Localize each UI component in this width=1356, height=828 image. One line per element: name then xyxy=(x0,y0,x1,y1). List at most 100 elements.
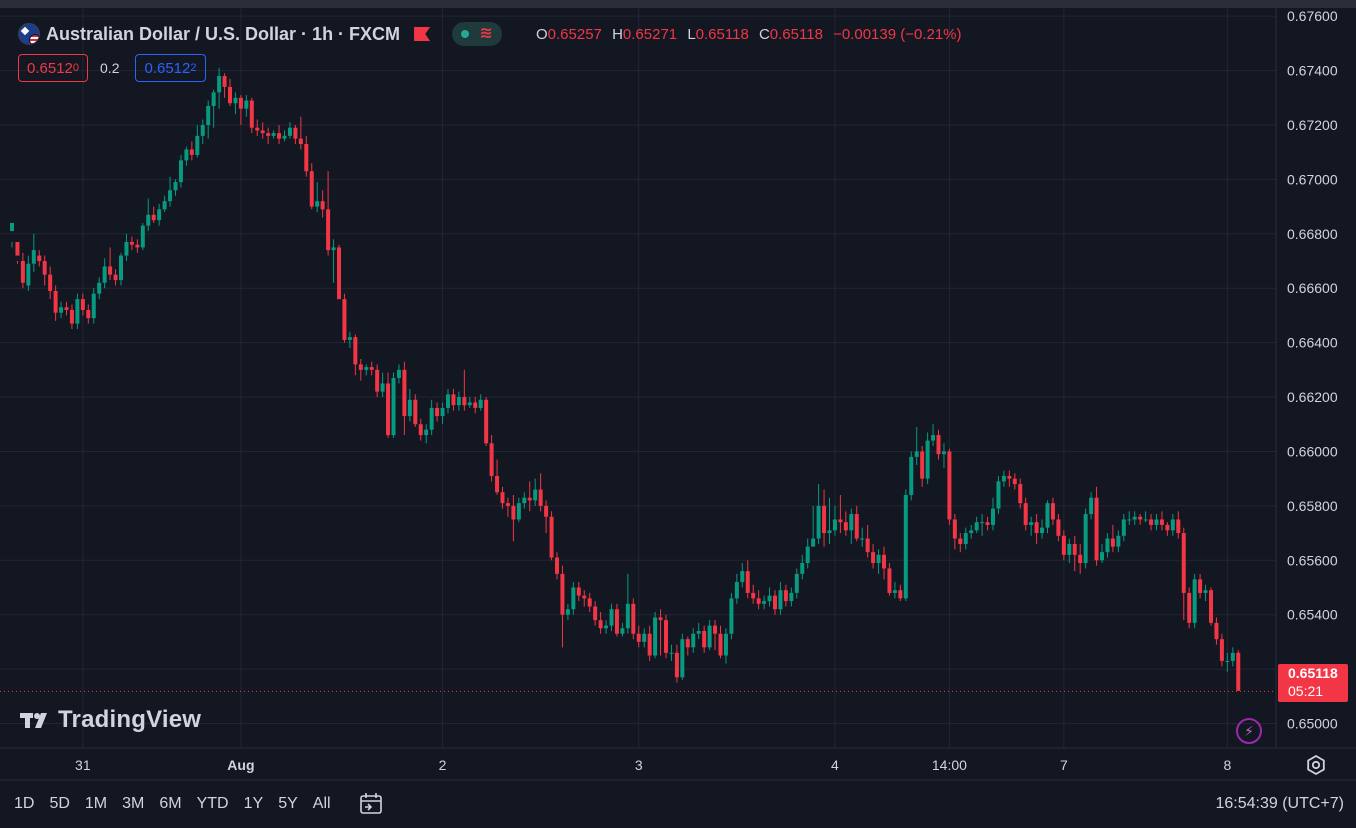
candle[interactable] xyxy=(587,592,592,612)
candle[interactable] xyxy=(598,611,603,634)
candle[interactable] xyxy=(304,135,309,177)
candle[interactable] xyxy=(20,252,25,289)
candle[interactable] xyxy=(604,620,609,634)
candle[interactable] xyxy=(576,582,581,602)
candle[interactable] xyxy=(827,497,832,544)
candle[interactable] xyxy=(664,614,668,659)
candle[interactable] xyxy=(64,301,69,316)
candle[interactable] xyxy=(691,628,696,653)
candle[interactable] xyxy=(838,494,843,534)
candle[interactable] xyxy=(958,533,963,553)
candle[interactable] xyxy=(674,644,679,683)
candle[interactable] xyxy=(462,369,467,411)
candle[interactable] xyxy=(778,582,783,615)
candle[interactable] xyxy=(298,116,303,150)
candle[interactable] xyxy=(402,361,407,436)
candle[interactable] xyxy=(407,388,412,422)
candle[interactable] xyxy=(636,625,641,648)
candle[interactable] xyxy=(783,584,788,607)
candle[interactable] xyxy=(762,595,767,610)
candle[interactable] xyxy=(135,239,140,253)
candle[interactable] xyxy=(1181,527,1186,621)
candle[interactable] xyxy=(189,141,194,161)
candle[interactable] xyxy=(1154,514,1159,531)
candle[interactable] xyxy=(527,481,532,512)
market-closed-flag-icon[interactable] xyxy=(414,27,431,41)
candle[interactable] xyxy=(631,598,636,640)
candle[interactable] xyxy=(936,429,941,460)
candle[interactable] xyxy=(751,584,756,604)
candle[interactable] xyxy=(1159,511,1164,531)
candle[interactable] xyxy=(800,554,805,580)
candle[interactable] xyxy=(996,475,1001,515)
candle[interactable] xyxy=(625,573,630,634)
candle[interactable] xyxy=(860,527,865,547)
candle[interactable] xyxy=(80,293,85,316)
candle[interactable] xyxy=(1192,573,1197,629)
candle[interactable] xyxy=(522,492,527,509)
candle[interactable] xyxy=(184,146,189,166)
candle[interactable] xyxy=(843,511,848,536)
candle[interactable] xyxy=(413,394,418,427)
candle[interactable] xyxy=(991,497,995,531)
candle[interactable] xyxy=(37,250,42,267)
candle[interactable] xyxy=(1219,633,1224,667)
candle[interactable] xyxy=(347,331,352,349)
candle[interactable] xyxy=(326,171,331,256)
candle[interactable] xyxy=(97,277,102,300)
candle[interactable] xyxy=(702,625,707,653)
candle[interactable] xyxy=(1050,497,1055,525)
indicator-status-pill[interactable]: ≋ xyxy=(452,22,503,46)
candle[interactable] xyxy=(1061,530,1066,561)
candle[interactable] xyxy=(745,560,750,599)
candle[interactable] xyxy=(168,176,173,207)
candle[interactable] xyxy=(140,222,145,251)
symbol-title[interactable]: Australian Dollar / U.S. Dollar · 1h · F… xyxy=(46,23,401,44)
candles[interactable] xyxy=(10,67,1241,691)
candle[interactable] xyxy=(282,130,287,142)
candle[interactable] xyxy=(1001,470,1006,487)
candle[interactable] xyxy=(31,233,36,272)
candle[interactable] xyxy=(1236,650,1241,691)
candle[interactable] xyxy=(277,124,282,145)
tradingview-logo[interactable]: TradingView xyxy=(20,706,201,734)
candle[interactable] xyxy=(718,625,723,659)
candle[interactable] xyxy=(1143,511,1148,523)
candle[interactable] xyxy=(963,527,968,550)
candle[interactable] xyxy=(696,622,701,640)
candle[interactable] xyxy=(473,397,478,414)
candle[interactable] xyxy=(108,247,113,281)
candle[interactable] xyxy=(505,497,510,517)
candle[interactable] xyxy=(914,426,919,466)
candle[interactable] xyxy=(309,163,314,210)
candle[interactable] xyxy=(871,543,876,569)
candle[interactable] xyxy=(424,424,429,444)
candle[interactable] xyxy=(342,293,347,343)
candle[interactable] xyxy=(609,603,614,632)
candle[interactable] xyxy=(511,494,516,542)
candle[interactable] xyxy=(1127,511,1132,525)
candle[interactable] xyxy=(157,203,162,226)
candle[interactable] xyxy=(887,563,892,596)
candle[interactable] xyxy=(478,394,483,411)
candle[interactable] xyxy=(119,252,123,286)
timeframe-3m[interactable]: 3M xyxy=(122,795,145,812)
candle[interactable] xyxy=(849,508,854,544)
candle[interactable] xyxy=(1203,584,1208,602)
candle[interactable] xyxy=(386,372,391,438)
candle[interactable] xyxy=(320,190,325,218)
candle[interactable] xyxy=(767,587,772,607)
candle[interactable] xyxy=(129,236,134,251)
candle[interactable] xyxy=(642,628,647,648)
candle[interactable] xyxy=(206,100,211,139)
candle[interactable] xyxy=(647,625,652,661)
candle[interactable] xyxy=(614,603,619,637)
candle[interactable] xyxy=(48,266,53,300)
candle[interactable] xyxy=(228,78,232,106)
candle[interactable] xyxy=(980,514,985,536)
candle[interactable] xyxy=(233,92,238,115)
candle[interactable] xyxy=(353,334,358,376)
candle[interactable] xyxy=(435,402,440,422)
candle[interactable] xyxy=(500,486,505,509)
timeframe-6m[interactable]: 6M xyxy=(159,795,182,812)
